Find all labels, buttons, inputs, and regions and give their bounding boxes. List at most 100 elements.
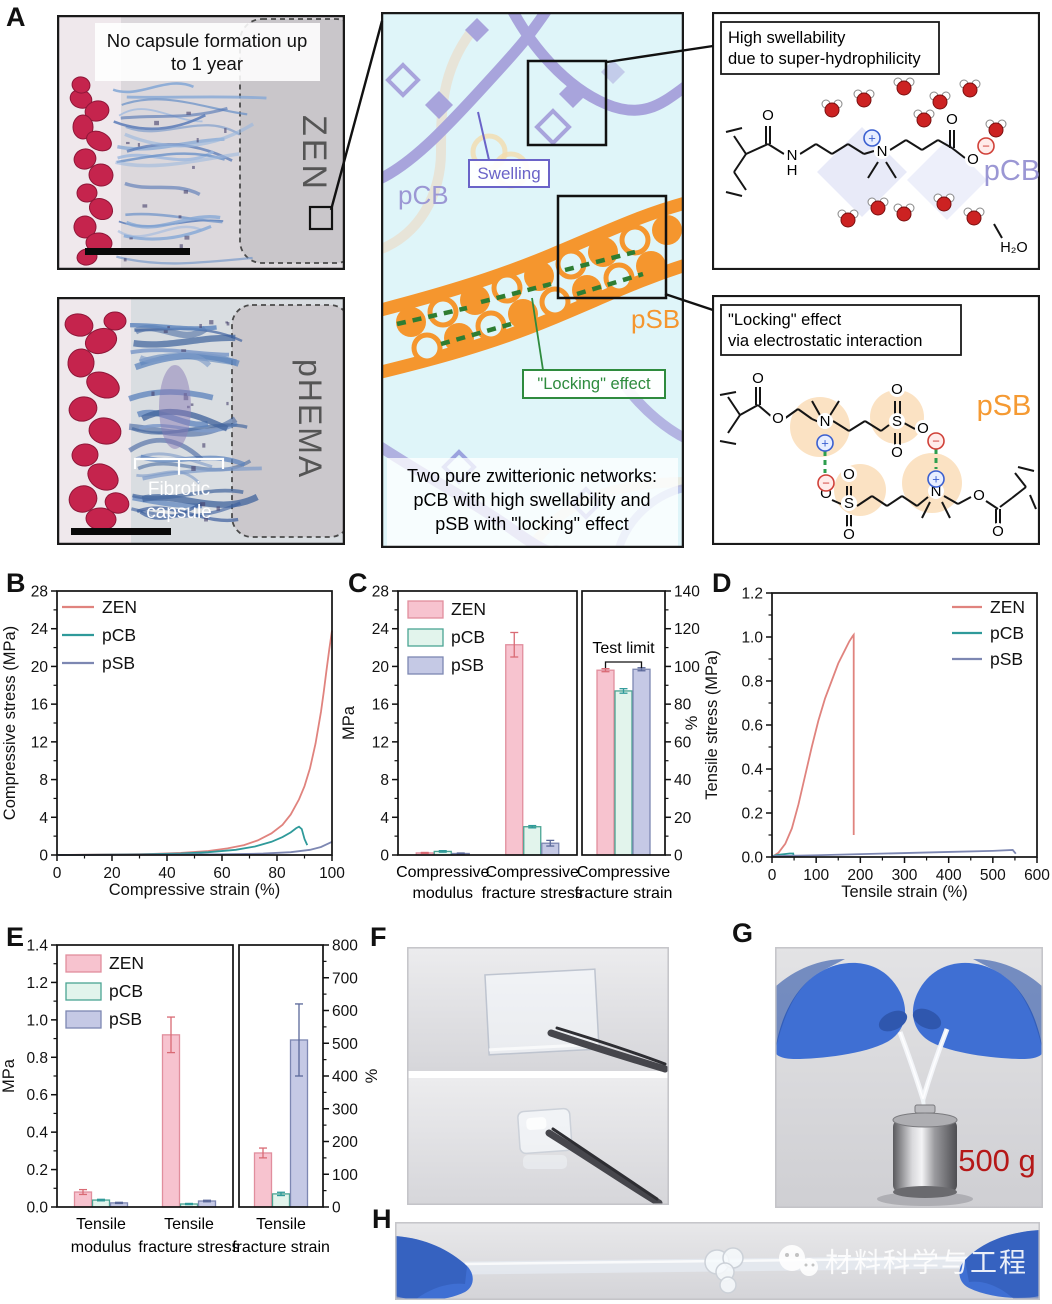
svg-text:O: O <box>917 420 929 437</box>
svg-text:80: 80 <box>674 697 692 714</box>
psb-title-box <box>720 304 962 356</box>
psb-title-line1: "Locking" effect <box>728 311 842 329</box>
positive-charge-icon <box>816 434 834 452</box>
collagen-fiber <box>139 352 212 368</box>
svg-text:Tensile: Tensile <box>256 1216 306 1233</box>
svg-text:600: 600 <box>332 1003 358 1020</box>
svg-text:O: O <box>891 381 903 398</box>
svg-text:modulus: modulus <box>71 1239 131 1256</box>
svg-text:pSB: pSB <box>451 655 484 675</box>
photo-gel-handling <box>407 947 669 1205</box>
svg-text:20: 20 <box>31 659 49 676</box>
svg-text:O: O <box>992 523 1004 540</box>
svg-text:N: N <box>820 413 831 430</box>
svg-text:0.8: 0.8 <box>26 1050 48 1067</box>
bar-pCB <box>523 826 542 856</box>
svg-text:Compressive: Compressive <box>396 864 489 881</box>
muscle-cell <box>84 327 118 355</box>
svg-text:400: 400 <box>332 1069 358 1086</box>
svg-text:−: − <box>822 476 830 491</box>
svg-text:O: O <box>891 444 903 461</box>
svg-text:−: − <box>932 434 940 449</box>
svg-text:+: + <box>821 436 829 451</box>
muscle-cell <box>76 183 98 203</box>
watermark-text: 材料科学与工程 <box>825 1248 1028 1278</box>
svg-text:140: 140 <box>674 584 700 601</box>
bar-ZEN <box>505 644 524 856</box>
bar-ZEN <box>596 669 615 856</box>
svg-text:ZEN: ZEN <box>109 953 144 973</box>
svg-text:12: 12 <box>372 734 389 751</box>
collagen-fiber <box>130 501 242 518</box>
svg-text:60: 60 <box>674 734 692 751</box>
positive-charge-icon <box>927 470 945 488</box>
chart-compressive-stress-strain: 0 20 40 60 80 100 0 4 8 12 16 20 24 28 Compressive str… <box>1 584 345 900</box>
chart-tensile-bars: Tensile modulus Tensile fracture stress Tens… <box>0 938 381 1257</box>
collagen-fiber <box>124 122 255 148</box>
svg-text:%: % <box>363 1068 381 1083</box>
svg-text:fracture strain: fracture strain <box>575 885 673 902</box>
svg-text:60: 60 <box>213 865 231 882</box>
svg-text:120: 120 <box>674 621 700 638</box>
svg-text:700: 700 <box>332 970 358 987</box>
svg-text:0: 0 <box>53 865 62 882</box>
svg-text:O: O <box>843 526 855 543</box>
bar-pSB <box>632 668 651 856</box>
bar-ZEN <box>253 1152 273 1208</box>
muscle-cell <box>86 130 112 152</box>
collagen-fiber <box>121 98 248 116</box>
scale-bar <box>71 528 171 535</box>
collagen-fiber <box>120 106 228 120</box>
svg-text:Tensile stress (MPa): Tensile stress (MPa) <box>703 650 721 799</box>
svg-text:+: + <box>868 131 876 146</box>
svg-text:pCB: pCB <box>451 627 485 647</box>
series-ZEN <box>771 632 855 858</box>
collagen-fiber <box>131 423 248 435</box>
wechat-watermark: 材料科学与工程 <box>779 1245 1028 1278</box>
chart-tensile-stress-strain: 0 100 200 300 400 500 600 0.0 0.2 0.4 0.6 0.8 1.0 1.2… <box>703 586 1050 902</box>
collagen-fiber <box>136 506 239 523</box>
svg-text:%: % <box>683 715 701 730</box>
fibrotic-label-line2: capsule <box>146 502 212 523</box>
tweezers <box>547 1029 669 1073</box>
collagen-fiber <box>115 152 240 168</box>
svg-text:1.0: 1.0 <box>26 1012 48 1029</box>
tweezers <box>545 1129 663 1205</box>
pcb-title-line1: High swellability <box>728 29 846 47</box>
collagen-fiber <box>128 437 204 462</box>
svg-text:100: 100 <box>803 867 829 884</box>
collagen-fiber <box>125 214 221 229</box>
pcb-title-box <box>720 21 940 75</box>
muscle-cell <box>68 485 98 513</box>
collagen-fiber <box>133 334 236 348</box>
locking-dashes <box>396 249 644 347</box>
pcb-title-line2: due to super-hydrophilicity <box>728 50 921 68</box>
svg-text:Compressive: Compressive <box>577 864 670 881</box>
svg-text:16: 16 <box>31 697 48 714</box>
gel-knot <box>704 1247 744 1294</box>
weight-500g <box>877 1104 973 1206</box>
svg-text:pSB: pSB <box>109 1009 142 1029</box>
caption-box <box>95 23 320 81</box>
svg-text:200: 200 <box>847 867 873 884</box>
svg-text:100: 100 <box>319 865 345 882</box>
collagen-fiber <box>125 212 223 224</box>
collagen-fiber <box>112 82 195 94</box>
svg-text:O: O <box>843 466 855 483</box>
svg-text:pCB: pCB <box>990 623 1024 643</box>
panel-label-c: C <box>348 568 368 598</box>
svg-text:0.0: 0.0 <box>741 850 763 867</box>
svg-text:16: 16 <box>372 697 389 714</box>
muscle-cell <box>67 348 95 378</box>
svg-text:N: N <box>787 147 798 164</box>
fibrotic-label-line1: Fibrotic <box>148 479 210 500</box>
schematic-caption-1: Two pure zwitterionic networks: <box>407 466 657 486</box>
svg-text:O: O <box>762 107 774 124</box>
collagen-fiber <box>130 323 217 331</box>
muscle-cell <box>88 417 122 445</box>
panel-label-e: E <box>6 922 25 952</box>
psb-strand <box>381 196 684 317</box>
svg-text:8: 8 <box>380 772 389 789</box>
schematic-caption-box <box>387 458 678 546</box>
svg-text:O: O <box>973 487 985 504</box>
